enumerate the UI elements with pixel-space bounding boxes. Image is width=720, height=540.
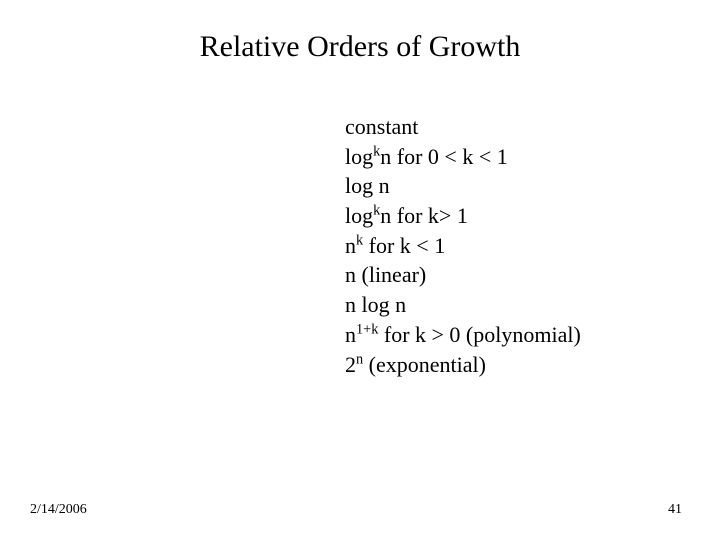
list-item: constant <box>345 112 581 142</box>
list-item-part: n <box>345 233 356 258</box>
footer-date: 2/14/2006 <box>30 502 87 518</box>
list-item-part: for k < 1 <box>363 233 445 258</box>
list-item: n (linear) <box>345 260 581 290</box>
slide-title: Relative Orders of Growth <box>0 30 720 64</box>
slide: Relative Orders of Growth constant logkn… <box>0 0 720 540</box>
list-item-text: log n <box>345 173 390 198</box>
list-item: logkn for 0 < k < 1 <box>345 142 581 172</box>
list-item: 2n (exponential) <box>345 350 581 380</box>
body-list: constant logkn for 0 < k < 1 log n logkn… <box>345 112 581 379</box>
list-item-part: 2 <box>345 352 356 377</box>
page-number: 41 <box>668 502 682 518</box>
list-item-part: n for k> 1 <box>380 203 468 228</box>
list-item-part: n <box>345 322 356 347</box>
list-item-part: log <box>345 203 373 228</box>
list-item: n log n <box>345 290 581 320</box>
list-item-text: constant <box>345 114 418 139</box>
list-item-text: n log n <box>345 292 406 317</box>
list-item-part: n for 0 < k < 1 <box>380 144 507 169</box>
list-item: n1+k for k > 0 (polynomial) <box>345 320 581 350</box>
list-item-part: (exponential) <box>363 352 486 377</box>
list-item-part: for k > 0 (polynomial) <box>378 322 580 347</box>
list-item: nk for k < 1 <box>345 231 581 261</box>
list-item-text: n (linear) <box>345 262 426 287</box>
list-item-part: log <box>345 144 373 169</box>
list-item-sup: 1+k <box>356 321 378 337</box>
list-item: logkn for k> 1 <box>345 201 581 231</box>
list-item: log n <box>345 171 581 201</box>
